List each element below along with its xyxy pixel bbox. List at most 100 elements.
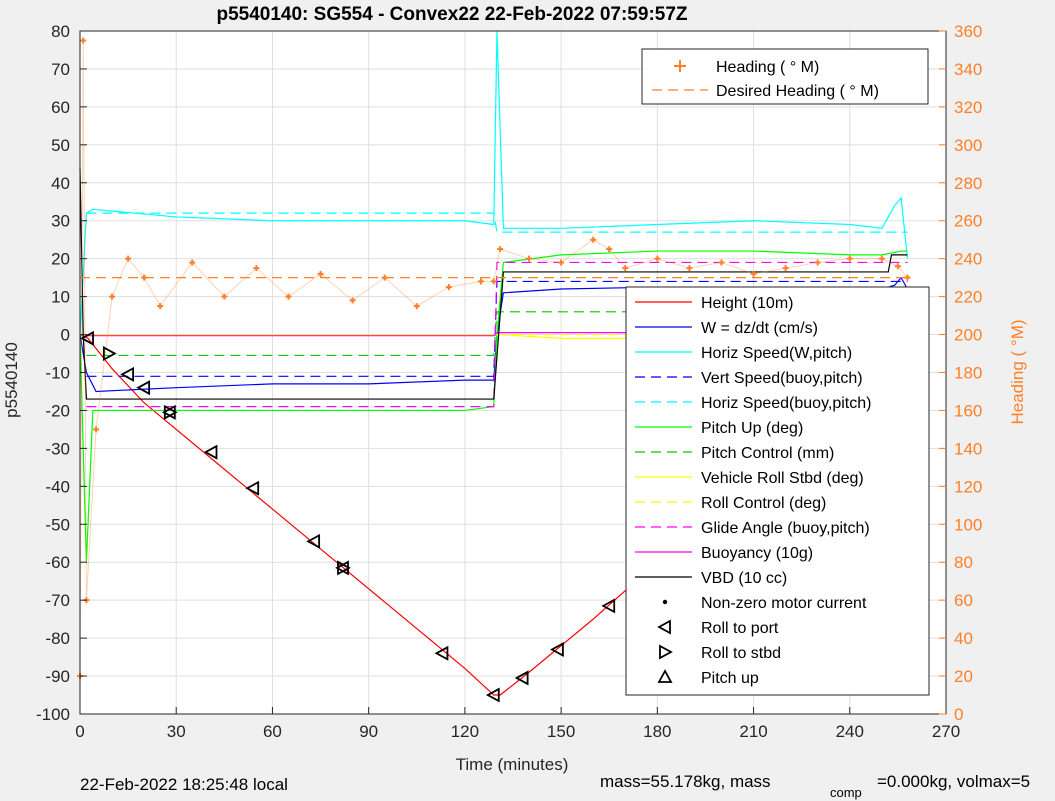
heading-point (718, 259, 725, 266)
y-axis-left-label: p5540140 (2, 342, 21, 418)
legend-main-label: VBD (10 cc) (701, 570, 787, 587)
roll-to-port-marker (434, 645, 449, 661)
y-right-tick-label: 280 (954, 174, 982, 193)
x-tick-label: 180 (643, 722, 671, 741)
x-tick-label: 120 (451, 722, 479, 741)
legend-roll-stbd-marker (659, 644, 673, 660)
roll-to-port-marker (514, 670, 529, 686)
y-left-tick-label: -90 (45, 667, 70, 686)
heading-point (526, 255, 533, 262)
footer-mass: mass=55.178kg, mass (600, 772, 771, 791)
x-tick-label: 60 (263, 722, 282, 741)
y-axis-left-ticks: -100-90-80-70-60-50-40-30-20-10010203040… (36, 22, 87, 724)
x-tick-label: 0 (75, 722, 84, 741)
roll-to-port-marker (245, 480, 260, 496)
heading-point (878, 255, 885, 262)
heading-point (750, 270, 757, 277)
legend-motor-dot (662, 599, 668, 605)
y-axis-right-label: Heading ( °M) (1008, 319, 1027, 424)
x-tick-label: 240 (836, 722, 864, 741)
series-horiz-speed-buoy-pitch (86, 212, 908, 233)
roll-to-port-marker (80, 330, 94, 346)
heading-point (93, 426, 100, 433)
legend-top-label: Heading ( ° M) (716, 59, 819, 76)
roll-to-stbd-marker (337, 560, 351, 576)
y-right-tick-label: 100 (954, 515, 982, 534)
y-right-tick-label: 360 (954, 22, 982, 41)
series-layer (77, 30, 911, 696)
series-vbd-10-cc (79, 167, 908, 400)
x-axis-ticks: 0 30 60 90 120 150 180 210 240 270 (75, 707, 960, 741)
legend-main-label: W = dz/dt (cm/s) (701, 320, 818, 337)
heading-point (221, 293, 228, 300)
heading-point (253, 265, 260, 272)
y-left-tick-label: 10 (51, 288, 70, 307)
y-left-tick-label: -100 (36, 705, 70, 724)
y-right-tick-label: 260 (954, 212, 982, 231)
legend-top-box (641, 48, 929, 105)
x-tick-label: 270 (932, 722, 960, 741)
y-right-tick-label: 120 (954, 477, 982, 496)
y-right-tick-label: 0 (954, 705, 963, 724)
y-left-tick-label: 80 (51, 22, 70, 41)
heading-point (846, 255, 853, 262)
heading-point (782, 265, 789, 272)
heading-point (413, 303, 420, 310)
series-horiz-speed-w-pitch (79, 30, 909, 335)
y-left-tick-label: 30 (51, 212, 70, 231)
y-right-tick-label: 40 (954, 629, 973, 648)
legend-main-box (625, 286, 930, 696)
heading-point (558, 259, 565, 266)
heading-point (606, 246, 613, 253)
y-left-tick-label: -10 (45, 364, 70, 383)
x-axis-label: Time (minutes) (456, 755, 569, 774)
legend-roll-port-marker (657, 619, 671, 635)
y-right-tick-label: 180 (954, 364, 982, 383)
legend-main-label: Pitch Control (mm) (701, 445, 834, 462)
heading-point (80, 37, 87, 44)
roll-to-port-marker (550, 641, 564, 658)
legend-main-label: Pitch up (701, 670, 759, 687)
y-left-tick-label: 70 (51, 60, 70, 79)
heading-point (157, 303, 164, 310)
y-left-tick-label: 60 (51, 98, 70, 117)
heading-point (590, 236, 597, 243)
y-left-tick-label: -20 (45, 401, 70, 420)
roll-to-port-marker (601, 598, 616, 614)
heading-point (490, 278, 497, 285)
roll-to-port-marker (136, 380, 151, 396)
legend-pitch-up-marker (657, 669, 673, 683)
heading-point (349, 297, 356, 304)
legend-main-label: Vert Speed(buoy,pitch) (701, 370, 863, 387)
heading-point (497, 246, 504, 253)
legend-main-label: Horiz Speed(W,pitch) (701, 345, 852, 362)
heading-trace (79, 40, 908, 677)
legend-main-label: Roll Control (deg) (701, 495, 826, 512)
y-left-tick-label: -40 (45, 477, 70, 496)
y-right-tick-label: 20 (954, 667, 973, 686)
y-left-tick-label: -60 (45, 553, 70, 572)
legend-main-label: Horiz Speed(buoy,pitch) (701, 395, 871, 412)
x-tick-label: 90 (359, 722, 378, 741)
y-right-tick-label: 300 (954, 136, 982, 155)
y-left-tick-label: -70 (45, 591, 70, 610)
series-glide-angle-buoy-pitch (86, 261, 908, 408)
legend-main-label: Buoyancy (10g) (701, 545, 813, 562)
heading-point (189, 259, 196, 266)
footer-comp-subscript: comp (830, 785, 862, 800)
x-tick-label: 210 (739, 722, 767, 741)
heading-point (622, 265, 629, 272)
heading-point (686, 265, 693, 272)
roll-to-stbd-marker (163, 404, 178, 420)
legend-heading-swatch (674, 60, 686, 72)
legend-main-label: Non-zero motor current (701, 595, 867, 612)
y-right-tick-label: 320 (954, 98, 982, 117)
legend-main-label: Vehicle Roll Stbd (deg) (701, 470, 864, 487)
heading-point (109, 293, 116, 300)
footer-volmax: =0.000kg, volmax=5 (877, 772, 1030, 791)
legend-top: Heading ( ° M) Desired Heading ( ° M) (641, 48, 929, 105)
y-right-tick-label: 160 (954, 401, 982, 420)
y-axis-right-ticks: 0 20 40 60 80 100 120 140 160 180 200 220 240 260 280 3… (939, 22, 982, 724)
roll-to-stbd-marker (102, 346, 117, 362)
